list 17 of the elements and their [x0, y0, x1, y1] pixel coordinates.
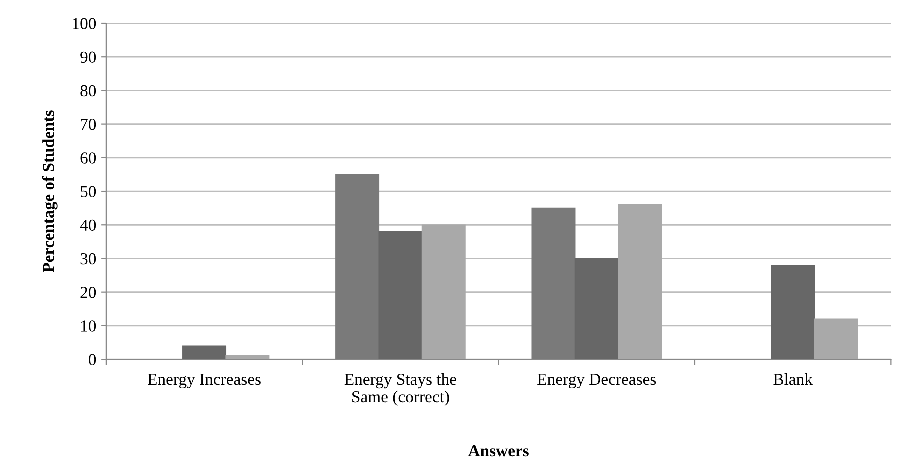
- y-tick-label: 60: [80, 152, 96, 164]
- y-tick-label: 10: [82, 320, 96, 332]
- y-tick-label: 0: [89, 354, 96, 366]
- y-axis-title: Percentage of Students: [42, 110, 58, 273]
- x-tick-label: Blank: [774, 373, 813, 386]
- y-tick-label: 100: [73, 18, 96, 30]
- y-tick-label: 90: [80, 52, 96, 64]
- y-tick-label: 80: [80, 85, 96, 97]
- y-tick-label: 40: [80, 220, 96, 232]
- y-tick-label: 30: [80, 253, 96, 265]
- y-tick-label: 70: [81, 119, 96, 130]
- x-tick-label: Energy Increases: [148, 374, 261, 389]
- y-tick-label: 50: [81, 186, 96, 198]
- x-tick-label: Energy Stays the Same (correct): [344, 373, 456, 406]
- x-tick-label: Energy Decreases: [538, 374, 656, 389]
- x-axis-title: Answers: [468, 445, 529, 457]
- y-tick-label: 20: [80, 287, 96, 298]
